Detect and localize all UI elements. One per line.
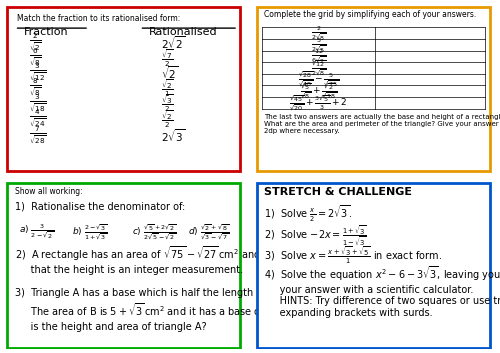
FancyBboxPatch shape [8, 7, 240, 172]
Text: $\frac{4}{\sqrt{24}}$: $\frac{4}{\sqrt{24}}$ [29, 108, 46, 130]
Text: Complete the grid by simplifying each of your answers.: Complete the grid by simplifying each of… [264, 10, 476, 19]
Text: $\frac{\sqrt{2}}{1}$: $\frac{\sqrt{2}}{1}$ [161, 77, 174, 99]
Text: $c)\ \frac{\sqrt{5}+2\sqrt{2}}{2\sqrt{5}-\sqrt{2}}$: $c)\ \frac{\sqrt{5}+2\sqrt{2}}{2\sqrt{5}… [132, 222, 176, 242]
Text: $\frac{7}{\sqrt{28}}$: $\frac{7}{\sqrt{28}}$ [29, 125, 46, 147]
Text: Match the fraction to its rationalised form:: Match the fraction to its rationalised f… [17, 14, 180, 23]
Text: $\frac{\sqrt{28}}{\sqrt{48}} - \frac{5}{\sqrt{75}}$: $\frac{\sqrt{28}}{\sqrt{48}} - \frac{5}{… [298, 70, 339, 89]
Text: $\frac{3}{\sqrt{12}}$: $\frac{3}{\sqrt{12}}$ [29, 62, 46, 84]
Text: Rationalised: Rationalised [149, 27, 218, 37]
FancyBboxPatch shape [257, 183, 490, 348]
Text: 4)  Solve the equation $x^2-6-3\sqrt{3}$, leaving your answers in exact form. Ch: 4) Solve the equation $x^2-6-3\sqrt{3}$,… [264, 265, 500, 318]
Text: $\frac{\sqrt{45}}{\sqrt{20}} + \frac{3\sqrt{5}}{3} + 2$: $\frac{\sqrt{45}}{\sqrt{20}} + \frac{3\s… [290, 93, 348, 113]
Text: $\frac{2}{2\sqrt{8}}$: $\frac{2}{2\sqrt{8}}$ [310, 24, 326, 42]
Text: $\frac{8}{\sqrt{8}}$: $\frac{8}{\sqrt{8}}$ [29, 77, 42, 100]
Text: $\frac{\sqrt{2}}{2}$: $\frac{\sqrt{2}}{2}$ [161, 108, 174, 130]
Text: $\frac{6}{\sqrt{8}}$: $\frac{6}{\sqrt{8}}$ [29, 47, 42, 69]
Text: $2\sqrt{2}$: $2\sqrt{2}$ [161, 34, 186, 51]
FancyBboxPatch shape [257, 7, 490, 172]
Text: $\frac{5}{2\sqrt{5}}$: $\frac{5}{2\sqrt{5}}$ [310, 36, 326, 54]
Text: $\frac{3}{\sqrt{18}}$: $\frac{3}{\sqrt{18}}$ [29, 92, 46, 115]
Text: $\frac{\sqrt{5}}{\sqrt{8}} + \frac{\sqrt{2}}{\sqrt{18}}$: $\frac{\sqrt{5}}{\sqrt{8}} + \frac{\sqrt… [300, 82, 337, 101]
Text: The last two answers are actually the base and height of a rectangle.
What are t: The last two answers are actually the ba… [264, 114, 500, 134]
Text: $d)\ \frac{\sqrt{2}+\sqrt{8}}{\sqrt{3}-\sqrt{7}}$: $d)\ \frac{\sqrt{2}+\sqrt{8}}{\sqrt{3}-\… [188, 222, 228, 242]
Text: Show all working:: Show all working: [14, 187, 82, 196]
Text: Fraction: Fraction [24, 27, 69, 37]
Text: 1)  Rationalise the denominator of:: 1) Rationalise the denominator of: [14, 202, 185, 212]
Text: $a)\ \frac{3}{2-\sqrt{2}}$: $a)\ \frac{3}{2-\sqrt{2}}$ [20, 222, 54, 240]
Text: $\frac{12}{6\sqrt{2}}$: $\frac{12}{6\sqrt{2}}$ [310, 48, 326, 65]
Text: $\frac{2}{\sqrt{2}}$: $\frac{2}{\sqrt{2}}$ [29, 31, 42, 54]
Text: 2)  A rectangle has an area of $\sqrt{75}-\sqrt{27}\,\mathrm{cm}^2$ and a base o: 2) A rectangle has an area of $\sqrt{75}… [14, 244, 376, 275]
Text: 2)  Solve $-2x = \frac{1+\sqrt{3}}{1-\sqrt{3}}$: 2) Solve $-2x = \frac{1+\sqrt{3}}{1-\sqr… [264, 224, 368, 249]
Text: 3)  Triangle A has a base which is half the length of a similar triangle, B.
   : 3) Triangle A has a base which is half t… [14, 288, 371, 331]
Text: STRETCH & CHALLENGE: STRETCH & CHALLENGE [264, 187, 412, 197]
FancyBboxPatch shape [8, 183, 240, 348]
Text: $\frac{\sqrt{12}}{2\sqrt{8}}$: $\frac{\sqrt{12}}{2\sqrt{8}}$ [310, 58, 326, 78]
Text: 3)  Solve $x = \frac{x+\sqrt{3}+\sqrt{5}}{1}$ in exact form.: 3) Solve $x = \frac{x+\sqrt{3}+\sqrt{5}}… [264, 244, 442, 266]
Text: $2\sqrt{3}$: $2\sqrt{3}$ [161, 127, 186, 144]
Text: $\frac{\sqrt{7}}{2}$: $\frac{\sqrt{7}}{2}$ [161, 47, 174, 68]
Text: $\sqrt{2}$: $\sqrt{2}$ [161, 65, 179, 82]
Text: $\frac{\sqrt{3}}{2}$: $\frac{\sqrt{3}}{2}$ [161, 93, 174, 114]
Text: 1)  Solve $\frac{x}{2} = 2\sqrt{3}$.: 1) Solve $\frac{x}{2} = 2\sqrt{3}$. [264, 204, 352, 224]
Text: $b)\ \frac{2-\sqrt{3}}{1+\sqrt{3}}$: $b)\ \frac{2-\sqrt{3}}{1+\sqrt{3}}$ [72, 222, 108, 242]
